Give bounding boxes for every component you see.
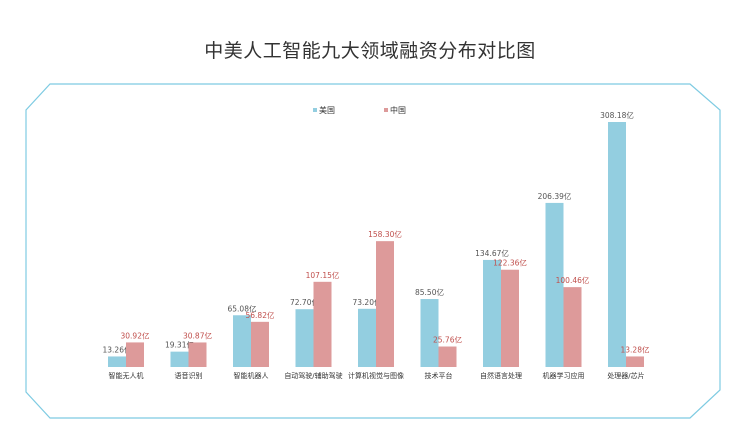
bar-china-0 [126, 342, 144, 367]
category-label-5: 技术平台 [425, 371, 453, 380]
value-label-china-8: 13.28亿 [621, 344, 650, 354]
legend-label-usa: 美国 [319, 105, 335, 115]
value-label-usa-6: 134.67亿 [475, 248, 509, 258]
value-label-usa-3: 72.70亿 [290, 297, 319, 307]
value-label-usa-2: 65.08亿 [228, 303, 257, 313]
value-label-usa-4: 73.20亿 [353, 297, 382, 307]
value-label-china-6: 122.36亿 [493, 258, 527, 268]
value-label-china-7: 100.46亿 [556, 275, 590, 285]
category-label-8: 处理器/芯片 [607, 371, 644, 380]
bar-usa-0 [108, 356, 126, 367]
bar-usa-3 [295, 309, 314, 367]
value-label-usa-1: 19.31亿 [165, 340, 194, 350]
bar-china-8 [626, 356, 644, 367]
value-label-china-3: 107.15亿 [306, 270, 340, 280]
category-label-6: 自然语言处理 [480, 371, 522, 380]
legend-swatch-china [384, 108, 388, 112]
value-label-usa-0: 13.26亿 [103, 344, 132, 354]
bar-usa-6 [483, 259, 501, 367]
value-label-china-4: 158.30亿 [368, 229, 402, 239]
bar-usa-7 [545, 202, 564, 367]
bar-china-7 [563, 287, 582, 367]
value-label-usa-7: 206.39亿 [538, 191, 572, 201]
value-label-usa-8: 308.18亿 [600, 110, 634, 120]
bar-china-5 [438, 346, 457, 367]
value-label-usa-5: 85.50亿 [415, 287, 444, 297]
bar-china-6 [501, 269, 519, 367]
category-label-4: 计算机视觉与图像 [348, 371, 404, 380]
legend-swatch-usa [313, 108, 317, 112]
chart-frame [25, 83, 721, 419]
bar-usa-2 [233, 315, 251, 367]
bar-usa-5 [420, 299, 439, 367]
value-label-china-1: 30.87亿 [183, 330, 212, 340]
category-label-0: 智能无人机 [109, 371, 144, 380]
value-label-china-5: 25.76亿 [433, 335, 462, 345]
bar-china-2 [251, 321, 269, 367]
bar-usa-8 [608, 122, 626, 367]
legend-label-china: 中国 [390, 105, 406, 115]
bar-usa-4 [358, 308, 376, 367]
category-label-3: 自动驾驶/辅助驾驶 [284, 371, 342, 380]
category-label-7: 机器学习应用 [543, 371, 585, 380]
value-label-china-0: 30.92亿 [121, 330, 150, 340]
legend: 美国 中国 [313, 105, 406, 115]
bar-china-3 [313, 281, 332, 367]
chart-title: 中美人工智能九大领域融资分布对比图 [204, 40, 536, 62]
bar-china-1 [188, 342, 207, 367]
category-label-2: 智能机器人 [234, 371, 269, 380]
bar-usa-1 [170, 351, 189, 367]
bar-china-4 [376, 241, 394, 367]
category-label-1: 语音识别 [175, 371, 203, 380]
value-label-china-2: 56.82亿 [246, 310, 275, 320]
